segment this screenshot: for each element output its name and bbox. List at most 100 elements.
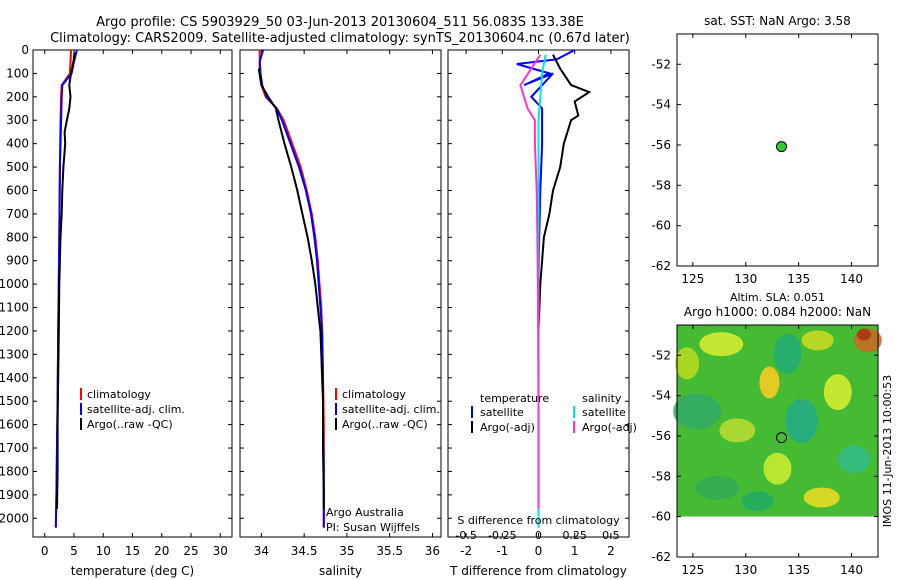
x-tick-label: 135 (787, 563, 810, 577)
heatmap-blob (856, 328, 871, 341)
y-tick-label: 1200 (0, 324, 29, 338)
heatmap-blob (695, 475, 740, 500)
x-tick-label: 130 (734, 272, 757, 286)
y-tick-label: 800 (6, 230, 29, 244)
x-tick-label-s: 0.5 (602, 529, 620, 542)
y-tick-label: 2000 (0, 511, 29, 525)
legend-title-temperature: temperature (480, 392, 549, 405)
x-tick-label: 0 (535, 544, 543, 558)
heatmap-blob (699, 332, 744, 357)
x-tick-label: 1 (571, 544, 579, 558)
heatmap-blob (823, 374, 852, 411)
y-tick-label: 300 (6, 113, 29, 127)
x-tick-label: 34.5 (291, 544, 318, 558)
y-tick-label: 700 (6, 207, 29, 221)
x-tick-label: 2 (607, 544, 615, 558)
heatmap-blob (741, 491, 774, 512)
x-tick-label: -1 (496, 544, 508, 558)
y-tick-label: 0 (21, 43, 29, 57)
x-tick-label: 36 (425, 544, 440, 558)
y-tick-label: 1100 (0, 301, 29, 315)
x-tick-label: 34 (254, 544, 269, 558)
x-tick-label: -2 (460, 544, 472, 558)
heatmap-blank (677, 516, 878, 557)
y-tick-label: 1600 (0, 418, 29, 432)
legend-entry: satellite-adj. clim. (342, 403, 440, 416)
y-tick-label: -58 (651, 178, 671, 192)
y-tick-label: 1000 (0, 277, 29, 291)
x-tick-label: 10 (96, 544, 111, 558)
y-tick-label: 1500 (0, 394, 29, 408)
panel-sst_map: 125 130 135 140 -52 -54 -56 -58 -60 -62 sat. SST: … (651, 14, 879, 286)
y-tick-label: 1300 (0, 347, 29, 361)
y-tick-label: 500 (6, 160, 29, 174)
axes-frame (239, 49, 442, 538)
argo-location-point (776, 432, 788, 444)
x-tick-label: 35.5 (376, 544, 403, 558)
y-tick-label: 1400 (0, 371, 29, 385)
series-line-satellite (516, 49, 576, 528)
legend-entry: climatology (342, 388, 406, 401)
series-line-magenta (519, 54, 542, 509)
heatmap-blob (759, 366, 780, 399)
heatmap-blob (801, 330, 834, 351)
panel-difference: -2 -1 0 1 2 T difference from climatology temp… (447, 49, 637, 578)
legend-entry: Argo(..raw -QC) (342, 418, 428, 431)
x-axis-label-top: S difference from climatology (457, 514, 620, 527)
side-label: IMOS 11-Jun-2013 10:00:53 (881, 375, 894, 528)
series-line-argo (257, 68, 325, 509)
x-axis-label: salinity (319, 564, 362, 578)
panel-temperature: 0 5 10 15 20 25 300100200300400500600700800900… (0, 43, 233, 578)
x-tick-label-s: 0 (535, 529, 542, 542)
x-tick-label: 35 (339, 544, 354, 558)
y-tick-label: -62 (651, 259, 671, 273)
y-tick-label: 100 (6, 66, 29, 80)
x-tick-label-s: -0.5 (455, 529, 476, 542)
y-tick-label: -60 (651, 510, 671, 524)
x-tick-label: 135 (787, 272, 810, 286)
legend-entry: Argo(..raw -QC) (87, 418, 173, 431)
legend-entry: satellite-adj. clim. (87, 403, 185, 416)
y-tick-label: -60 (651, 219, 671, 233)
annotation-text: Argo Australia (326, 506, 404, 519)
y-tick-label: -56 (651, 138, 671, 152)
heatmap-blob (675, 347, 700, 380)
x-tick-label: 125 (681, 563, 704, 577)
legend-title-salinity: salinity (582, 392, 622, 405)
series-line-climatology (258, 50, 325, 528)
map-title: sat. SST: NaN Argo: 3.58 (704, 14, 851, 28)
y-tick-label: -56 (651, 429, 671, 443)
series-line-satellite (258, 49, 325, 528)
map-title-line-1: Altim. SLA: 0.051 (730, 291, 825, 304)
legend-entry: satellite (480, 406, 524, 419)
legend-entry: Argo(-adj) (480, 421, 535, 434)
heatmap-blob (673, 393, 722, 430)
x-tick-label: 5 (70, 544, 78, 558)
y-tick-label: 900 (6, 254, 29, 268)
title-line-2: Climatology: CARS2009. Satellite-adjuste… (50, 31, 630, 46)
heatmap-blob (803, 487, 840, 508)
x-tick-label: 125 (681, 272, 704, 286)
legend-entry: satellite (582, 406, 626, 419)
heatmap-blob (773, 333, 802, 374)
series-line-argo (56, 52, 76, 509)
annotation-text: PI: Susan Wijffels (326, 521, 420, 534)
y-tick-label: 1800 (0, 464, 29, 478)
axes-frame (676, 324, 879, 558)
y-tick-label: -54 (651, 389, 671, 403)
argo-location-point (776, 141, 788, 153)
y-tick-label: -62 (651, 550, 671, 564)
y-tick-label: -58 (651, 469, 671, 483)
legend-entry: Argo(-adj) (582, 421, 637, 434)
x-tick-label: 0 (41, 544, 49, 558)
x-tick-label-s: 0.25 (562, 529, 587, 542)
x-tick-label-s: -0.25 (488, 529, 516, 542)
y-tick-label: -52 (651, 57, 671, 71)
y-tick-label: 400 (6, 137, 29, 151)
x-tick-label: 30 (213, 544, 228, 558)
x-tick-label: 25 (183, 544, 198, 558)
x-axis-label: temperature (deg C) (71, 564, 194, 578)
series-line-argo (537, 54, 592, 509)
axes-frame (32, 49, 233, 538)
